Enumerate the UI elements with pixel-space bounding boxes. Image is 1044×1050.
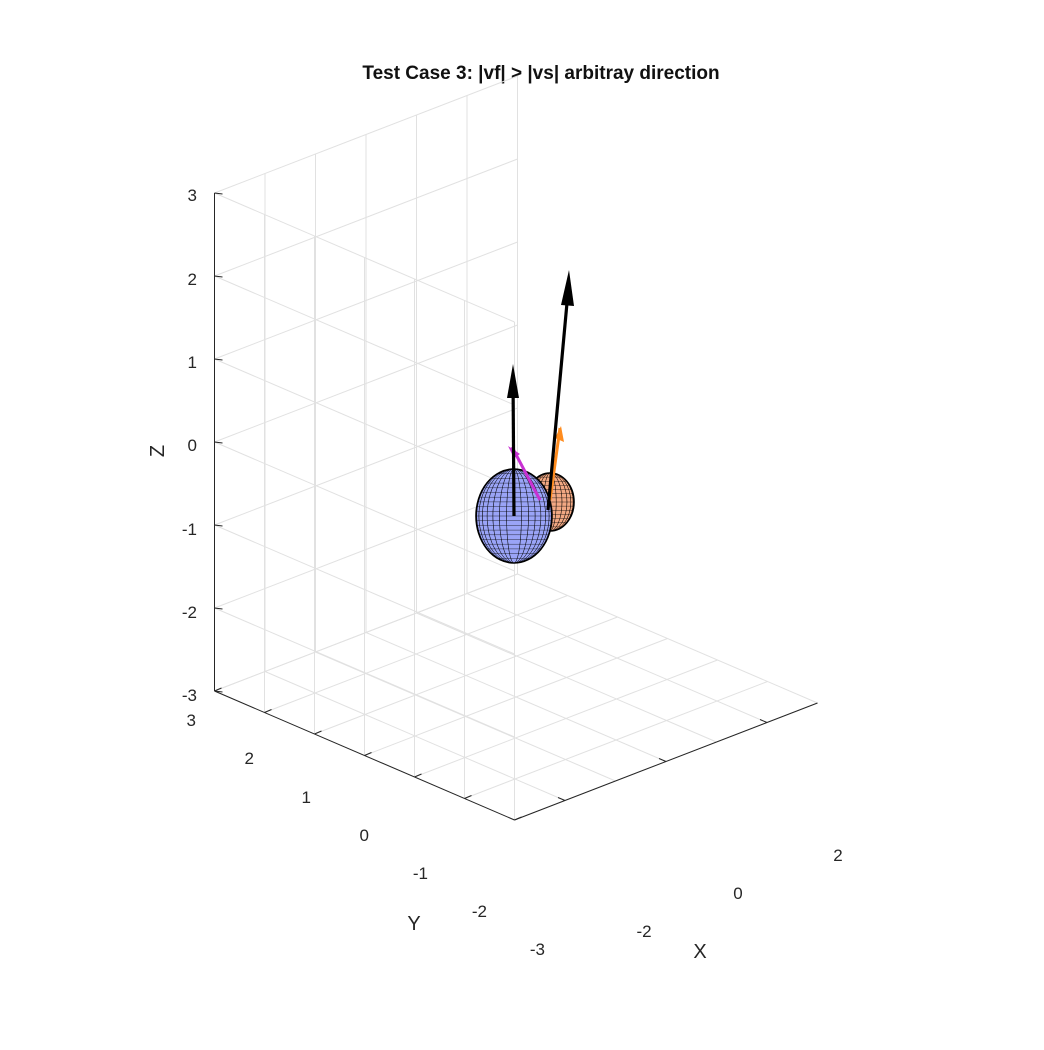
axis-lines	[214, 192, 818, 821]
z-tick-mark	[214, 192, 223, 195]
z-axis-label: Z	[147, 445, 169, 457]
x-tick-label: 2	[833, 846, 842, 865]
z-tick-label: -3	[182, 686, 197, 705]
z-tick-mark	[214, 441, 223, 444]
z-tick-mark	[214, 275, 223, 278]
tick-labels: 3 2 1 0 -1 -2 -3 3 2 1 0 -1 -2 -3 -2 0 2	[182, 186, 843, 959]
z-tick-mark	[214, 690, 223, 693]
z-tick-label: -2	[182, 603, 197, 622]
y-tick-label: 0	[360, 826, 369, 845]
y-tick-label: 2	[245, 749, 254, 768]
z-tick-mark	[214, 607, 223, 610]
z-tick-label: -1	[182, 520, 197, 539]
y-tick-label: 3	[187, 711, 196, 730]
z-tick-label: 0	[188, 436, 197, 455]
z-tick-mark	[214, 524, 223, 527]
y-tick-mark	[464, 795, 472, 799]
y-tick-label: -1	[413, 864, 428, 883]
x-tick-mark	[557, 797, 566, 801]
y-tick-mark	[364, 752, 372, 756]
y-tick-mark	[414, 773, 422, 778]
grid-line	[517, 573, 818, 704]
z-tick-label: 1	[188, 353, 197, 372]
x-tick-label: 0	[733, 884, 742, 903]
y-tick-label: -2	[472, 902, 487, 921]
y-axis-label: Y	[407, 913, 420, 935]
x-axis-label: X	[693, 941, 706, 963]
grid-lines	[214, 75, 818, 821]
grid-line	[214, 573, 518, 692]
z-tick-label: 2	[188, 270, 197, 289]
y-tick-label: -3	[530, 940, 545, 959]
grid-line	[214, 75, 518, 194]
plot-objects	[475, 270, 575, 564]
vector-orange	[548, 426, 564, 501]
x-tick-label: -2	[636, 922, 651, 941]
vector-long	[546, 270, 574, 511]
grid-line	[214, 275, 515, 406]
chart-title: Test Case 3: |vf| > |vs| arbitray direct…	[362, 63, 719, 84]
y-tick-mark	[314, 730, 322, 735]
y-tick-mark	[264, 709, 272, 713]
x-tick-mark	[759, 719, 768, 723]
x-tick-mark	[658, 758, 667, 762]
y-tick-mark	[214, 687, 222, 692]
grid-line	[264, 595, 568, 713]
y-tick-label: 1	[302, 788, 311, 807]
z-tick-label: 3	[188, 186, 197, 205]
z-tick-mark	[214, 358, 223, 361]
vector-short	[507, 364, 519, 517]
y-tick-mark	[514, 816, 522, 821]
grid-line	[214, 192, 515, 323]
